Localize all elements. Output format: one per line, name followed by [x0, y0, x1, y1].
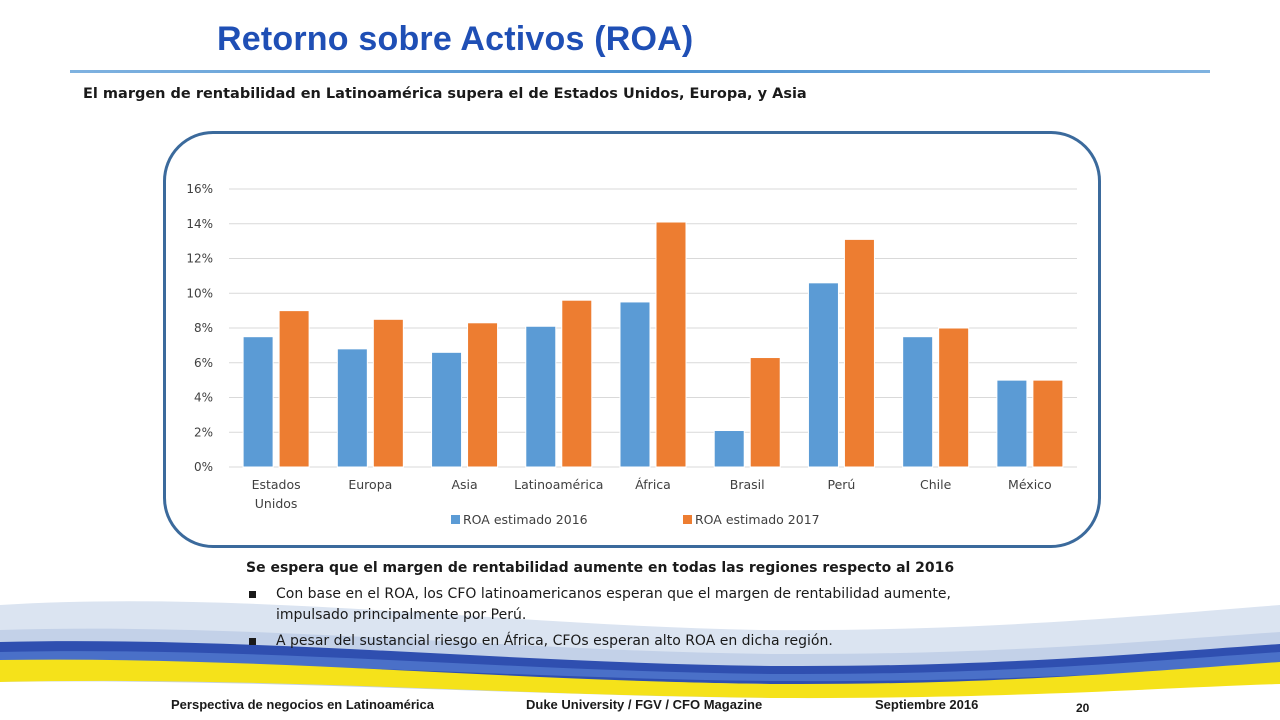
- legend-label: ROA estimado 2016: [463, 512, 588, 527]
- x-category-label: África: [635, 477, 671, 492]
- bar-roa-2016: [431, 351, 463, 468]
- page-title: Retorno sobre Activos (ROA): [217, 20, 694, 58]
- chart-frame: 0% 2% 4% 6% 8% 10% 12% 14% 16% Estados Unidos Europ…: [163, 131, 1101, 548]
- bar-roa-2017: [467, 322, 499, 468]
- y-tick-label: 12%: [186, 252, 213, 266]
- legend-swatch: [683, 515, 692, 524]
- bar-roa-2016: [996, 379, 1028, 468]
- x-category-label: Unidos: [255, 496, 298, 511]
- legend-label: ROA estimado 2017: [695, 512, 820, 527]
- footer-date: Septiembre 2016: [875, 697, 979, 712]
- y-tick-label: 6%: [194, 356, 213, 370]
- footer-sources: Duke University / FGV / CFO Magazine: [526, 697, 763, 712]
- y-tick-label: 0%: [194, 460, 213, 474]
- bar-roa-2017: [843, 238, 875, 468]
- y-tick-label: 2%: [194, 425, 213, 439]
- bar-roa-2016: [807, 282, 839, 468]
- bar-roa-2016: [242, 336, 274, 468]
- y-tick-label: 16%: [186, 182, 213, 196]
- bar-roa-2017: [1032, 379, 1064, 468]
- bar-roa-2017: [372, 318, 404, 468]
- findings-bullet: A pesar del sustancial riesgo en África,…: [246, 631, 1026, 652]
- page-subtitle: El margen de rentabilidad en Latinoaméri…: [83, 86, 807, 102]
- y-tick-label: 4%: [194, 391, 213, 405]
- footer-wave-band: [0, 601, 1280, 720]
- x-category-label: Asia: [451, 477, 477, 492]
- roa-bar-chart: 0% 2% 4% 6% 8% 10% 12% 14% 16% Estados Unidos Europ…: [186, 182, 1077, 527]
- findings-bullet-text: Con base en el ROA, los CFO latinoameric…: [276, 586, 951, 623]
- findings-heading: Se espera que el margen de rentabilidad …: [246, 560, 955, 576]
- bar-roa-2017: [278, 310, 310, 468]
- x-category-label: Estados: [252, 477, 301, 492]
- x-category-label: Brasil: [730, 477, 765, 492]
- bar-roa-2017: [561, 299, 593, 468]
- footer-report-name: Perspectiva de negocios en Latinoamérica: [171, 697, 434, 712]
- bar-roa-2016: [902, 336, 934, 468]
- bar-roa-2017: [655, 221, 687, 468]
- findings-bullet-text: A pesar del sustancial riesgo en África,…: [276, 633, 833, 649]
- page-number: 20: [1076, 701, 1090, 715]
- bar-roa-2016: [619, 301, 651, 468]
- findings-bullet: Con base en el ROA, los CFO latinoameric…: [246, 584, 1026, 626]
- x-category-label: Chile: [920, 477, 952, 492]
- title-divider: [70, 70, 1210, 73]
- square-bullet-icon: [249, 638, 256, 645]
- findings-panel: Se espera que el margen de rentabilidad …: [246, 560, 1026, 657]
- legend-swatch: [451, 515, 460, 524]
- bar-roa-2016: [336, 348, 368, 468]
- y-tick-label: 10%: [186, 286, 213, 300]
- y-tick-label: 14%: [186, 217, 213, 231]
- x-category-label: Europa: [348, 477, 392, 492]
- bar-roa-2016: [713, 430, 745, 468]
- x-category-label: México: [1008, 477, 1052, 492]
- x-category-label: Latinoamérica: [514, 477, 603, 492]
- square-bullet-icon: [249, 591, 256, 598]
- y-tick-label: 8%: [194, 321, 213, 335]
- bar-roa-2017: [749, 357, 781, 468]
- x-category-label: Perú: [828, 477, 856, 492]
- bar-roa-2017: [938, 327, 970, 468]
- bar-roa-2016: [525, 325, 557, 468]
